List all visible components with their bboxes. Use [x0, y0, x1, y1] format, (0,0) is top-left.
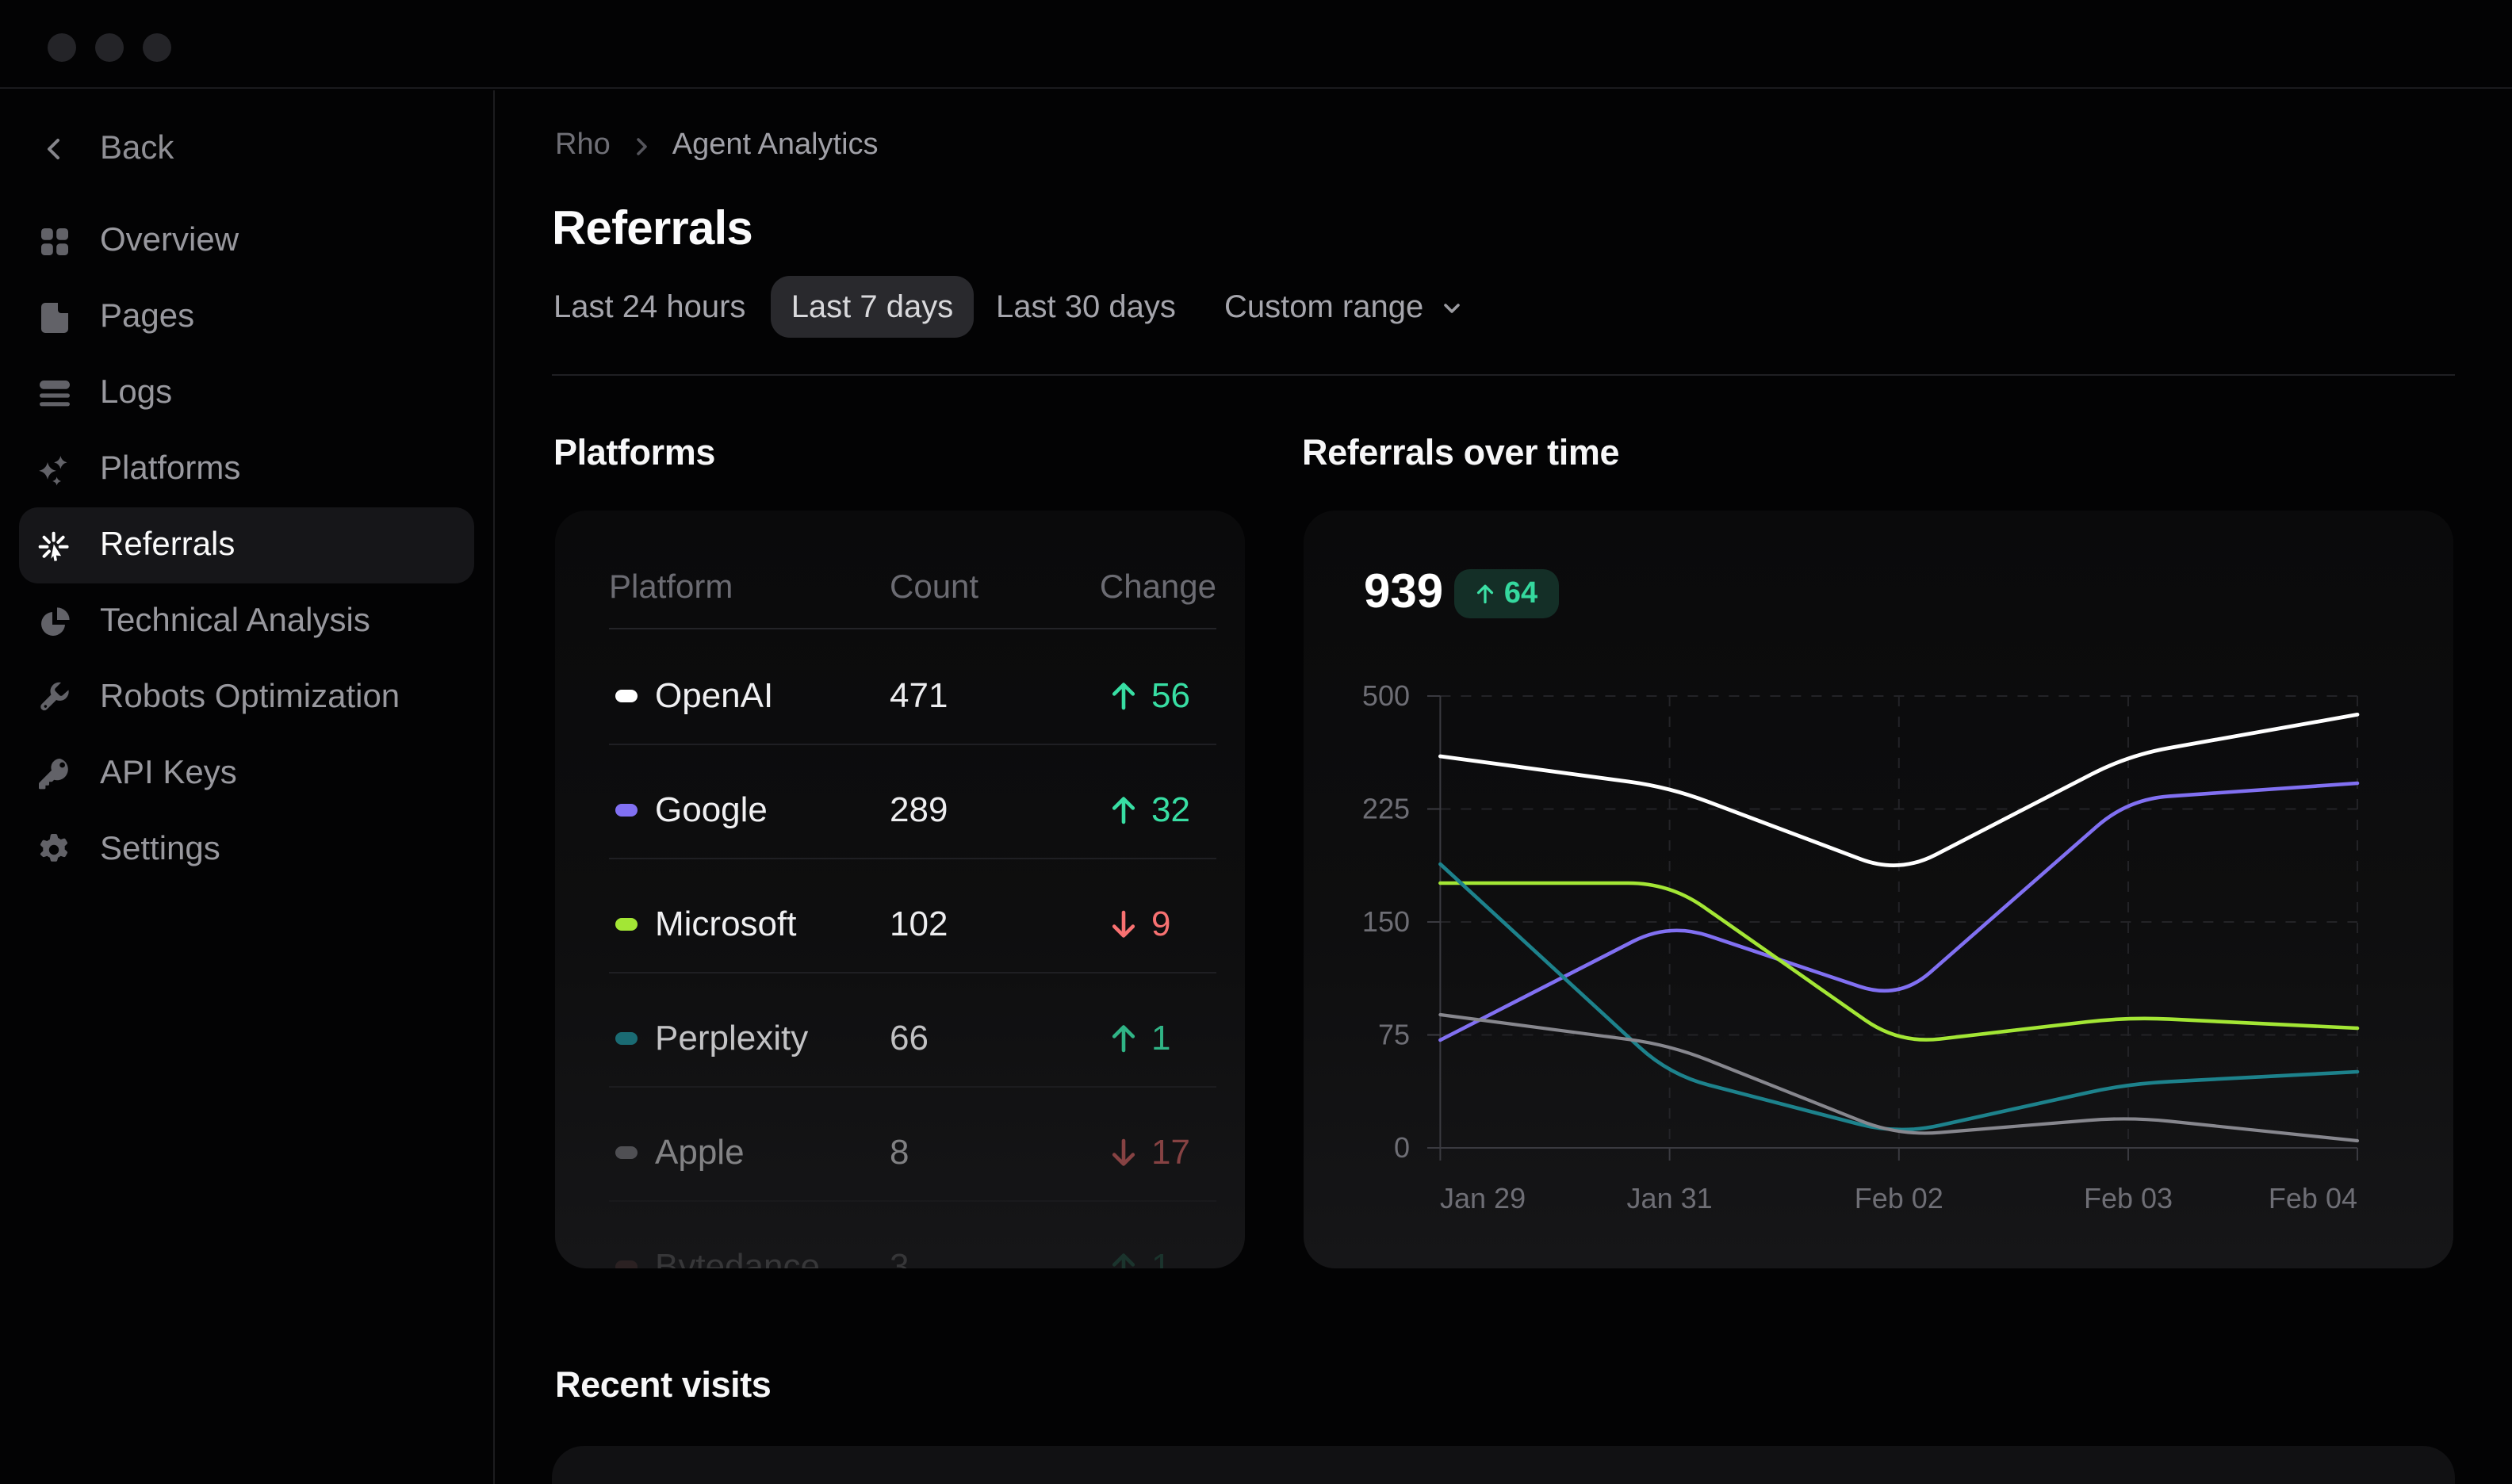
- svg-text:Feb 02: Feb 02: [1855, 1182, 1943, 1214]
- svg-text:75: 75: [1378, 1019, 1410, 1051]
- svg-text:150: 150: [1362, 905, 1410, 938]
- svg-text:Jan 31: Jan 31: [1627, 1182, 1713, 1214]
- svg-text:Feb 04: Feb 04: [2269, 1182, 2357, 1214]
- svg-text:0: 0: [1394, 1131, 1410, 1164]
- svg-text:225: 225: [1362, 793, 1410, 825]
- svg-text:500: 500: [1362, 679, 1410, 712]
- svg-text:Feb 03: Feb 03: [2084, 1182, 2173, 1214]
- svg-text:Jan 29: Jan 29: [1440, 1182, 1526, 1214]
